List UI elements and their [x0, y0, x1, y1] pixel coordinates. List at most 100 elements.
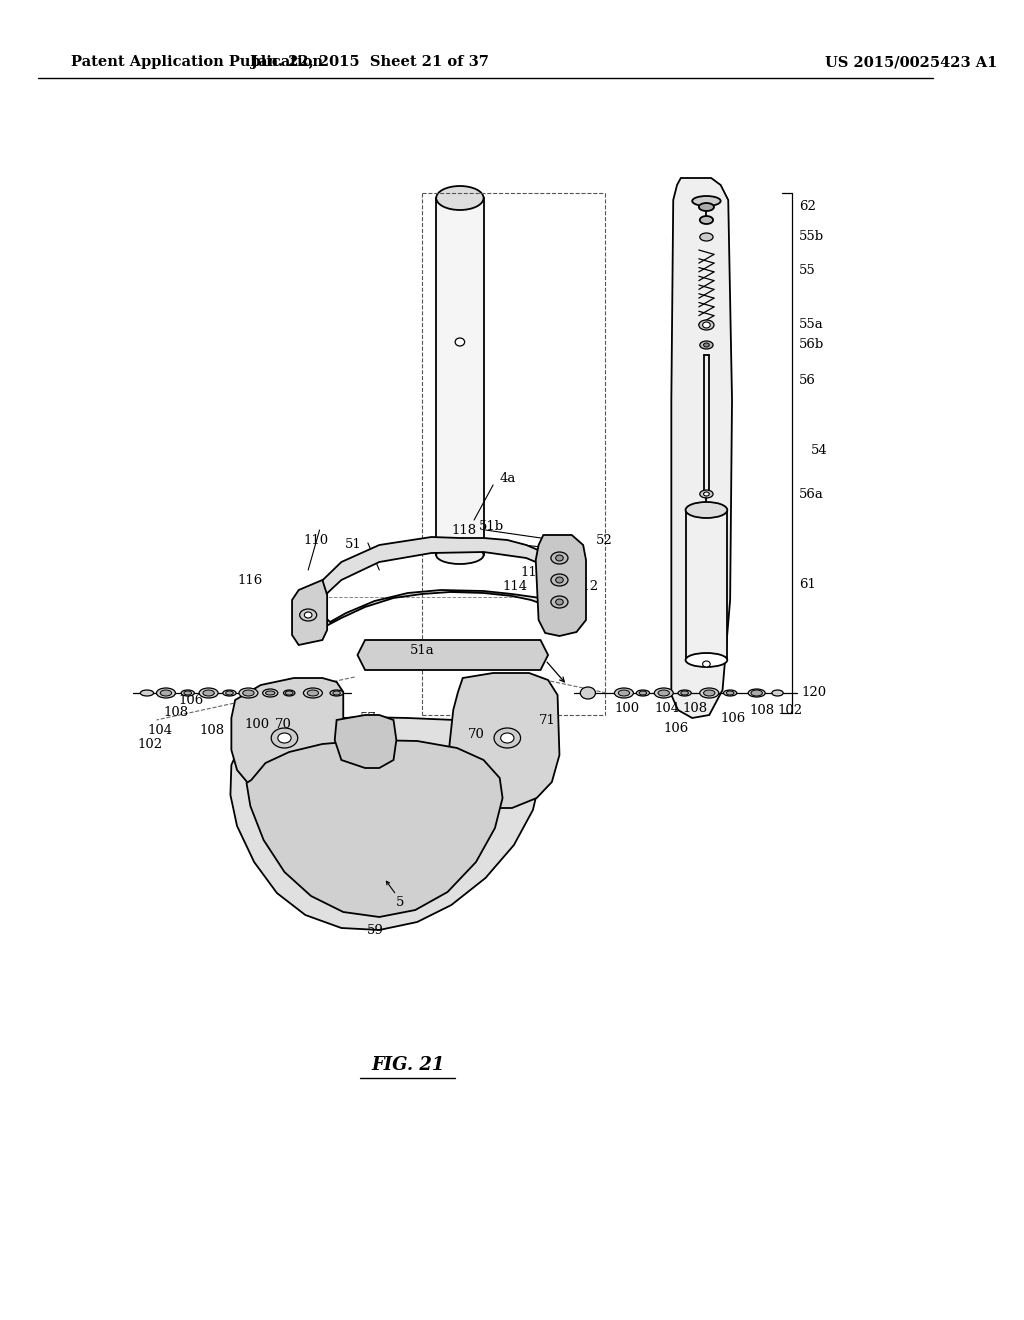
Text: 70: 70	[275, 718, 292, 731]
Ellipse shape	[699, 688, 719, 698]
Ellipse shape	[140, 690, 154, 696]
Polygon shape	[685, 510, 727, 660]
Text: 106: 106	[178, 693, 204, 706]
Ellipse shape	[681, 690, 688, 696]
Text: 51b: 51b	[479, 520, 504, 533]
Polygon shape	[357, 640, 548, 671]
Text: 114: 114	[503, 581, 527, 594]
Text: 54: 54	[811, 444, 827, 457]
Polygon shape	[247, 741, 503, 917]
Text: 56b: 56b	[800, 338, 824, 351]
Text: 61: 61	[800, 578, 816, 591]
Text: 118: 118	[452, 524, 476, 536]
Ellipse shape	[772, 690, 783, 696]
Ellipse shape	[692, 195, 721, 206]
Ellipse shape	[333, 690, 340, 696]
Ellipse shape	[678, 690, 691, 696]
Text: 51: 51	[345, 539, 361, 552]
Text: FIG. 21: FIG. 21	[371, 1056, 444, 1074]
Text: 56a: 56a	[800, 488, 824, 502]
Text: 112: 112	[520, 565, 546, 578]
Ellipse shape	[551, 597, 568, 609]
Ellipse shape	[699, 341, 713, 348]
Ellipse shape	[749, 689, 765, 697]
Ellipse shape	[581, 686, 596, 700]
Text: 106: 106	[721, 711, 745, 725]
Ellipse shape	[160, 690, 172, 696]
Ellipse shape	[698, 203, 714, 211]
Polygon shape	[231, 678, 343, 800]
Ellipse shape	[636, 690, 649, 696]
Text: 108: 108	[683, 701, 708, 714]
Ellipse shape	[703, 492, 710, 496]
Text: 56: 56	[800, 374, 816, 387]
Polygon shape	[436, 198, 483, 554]
Polygon shape	[292, 579, 327, 645]
Ellipse shape	[618, 690, 630, 696]
Ellipse shape	[181, 690, 195, 696]
Ellipse shape	[184, 690, 191, 696]
Ellipse shape	[702, 322, 711, 327]
Text: 108: 108	[750, 704, 774, 717]
Text: 55b: 55b	[800, 231, 824, 243]
Text: 102: 102	[137, 738, 163, 751]
Ellipse shape	[304, 612, 312, 618]
Ellipse shape	[199, 688, 218, 698]
Ellipse shape	[699, 490, 713, 498]
Text: 100: 100	[614, 701, 640, 714]
Ellipse shape	[436, 186, 483, 210]
Text: 57: 57	[360, 711, 377, 725]
Text: 106: 106	[664, 722, 689, 734]
Text: 5: 5	[396, 895, 404, 908]
Ellipse shape	[225, 690, 233, 696]
Text: US 2015/0025423 A1: US 2015/0025423 A1	[825, 55, 997, 69]
Text: 71: 71	[539, 714, 555, 726]
Ellipse shape	[556, 577, 563, 583]
Ellipse shape	[271, 729, 298, 748]
Ellipse shape	[614, 688, 634, 698]
Text: 104: 104	[654, 701, 679, 714]
Ellipse shape	[203, 690, 214, 696]
Text: 100: 100	[245, 718, 269, 731]
Ellipse shape	[501, 733, 514, 743]
Polygon shape	[335, 715, 396, 768]
Text: 70: 70	[468, 729, 484, 742]
Ellipse shape	[436, 546, 483, 564]
Ellipse shape	[265, 690, 275, 696]
Ellipse shape	[654, 688, 673, 698]
Ellipse shape	[703, 690, 715, 696]
Ellipse shape	[278, 733, 291, 743]
Ellipse shape	[702, 661, 711, 667]
Ellipse shape	[658, 690, 670, 696]
Ellipse shape	[639, 690, 647, 696]
Text: 120: 120	[801, 686, 826, 700]
Ellipse shape	[263, 689, 278, 697]
Text: 51a: 51a	[410, 644, 434, 656]
Ellipse shape	[551, 552, 568, 564]
Ellipse shape	[286, 690, 293, 696]
Text: 55a: 55a	[800, 318, 824, 331]
Ellipse shape	[703, 343, 710, 347]
Ellipse shape	[330, 690, 343, 696]
Ellipse shape	[556, 554, 563, 561]
Polygon shape	[536, 535, 586, 636]
Text: 4a: 4a	[500, 471, 516, 484]
Text: 102: 102	[777, 704, 803, 717]
Ellipse shape	[243, 690, 254, 696]
Ellipse shape	[751, 690, 762, 696]
Polygon shape	[672, 178, 732, 718]
Text: 59: 59	[367, 924, 384, 936]
Text: Patent Application Publication: Patent Application Publication	[71, 55, 324, 69]
Text: 104: 104	[147, 723, 172, 737]
Ellipse shape	[551, 574, 568, 586]
Ellipse shape	[157, 688, 175, 698]
Ellipse shape	[494, 729, 520, 748]
Text: 112: 112	[573, 581, 599, 594]
Ellipse shape	[307, 690, 318, 696]
Text: 62: 62	[800, 201, 816, 214]
Ellipse shape	[699, 234, 713, 242]
Ellipse shape	[685, 653, 727, 667]
Text: 116: 116	[237, 573, 262, 586]
Text: 52: 52	[596, 533, 612, 546]
Polygon shape	[230, 717, 541, 931]
